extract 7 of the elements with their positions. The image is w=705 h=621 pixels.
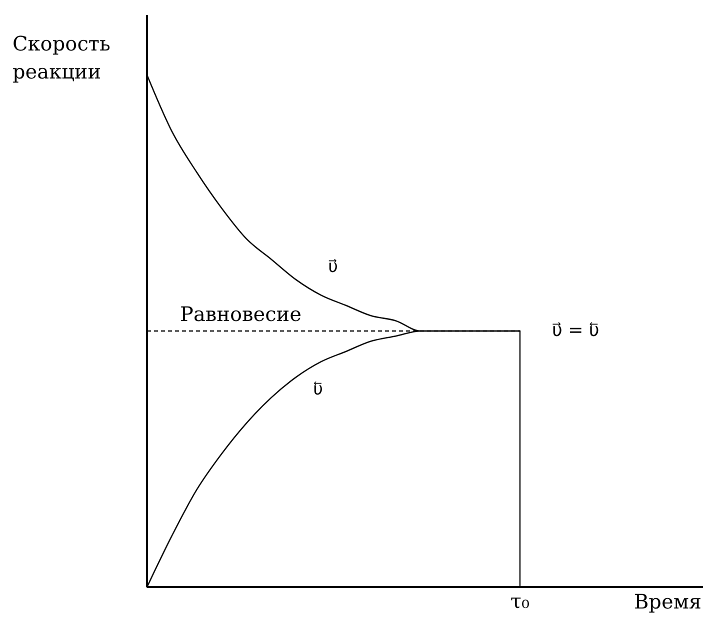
ref-line-label: Равновесие	[180, 302, 302, 326]
series-label: υ⃗	[328, 257, 338, 278]
y-axis-title: Скорость реакции	[12, 32, 110, 84]
x-axis-title: Время	[634, 590, 702, 614]
annotation: υ⃗ = υ⃖	[552, 320, 600, 341]
series-label: υ⃖	[313, 380, 323, 400]
text: τ₀	[510, 589, 530, 613]
